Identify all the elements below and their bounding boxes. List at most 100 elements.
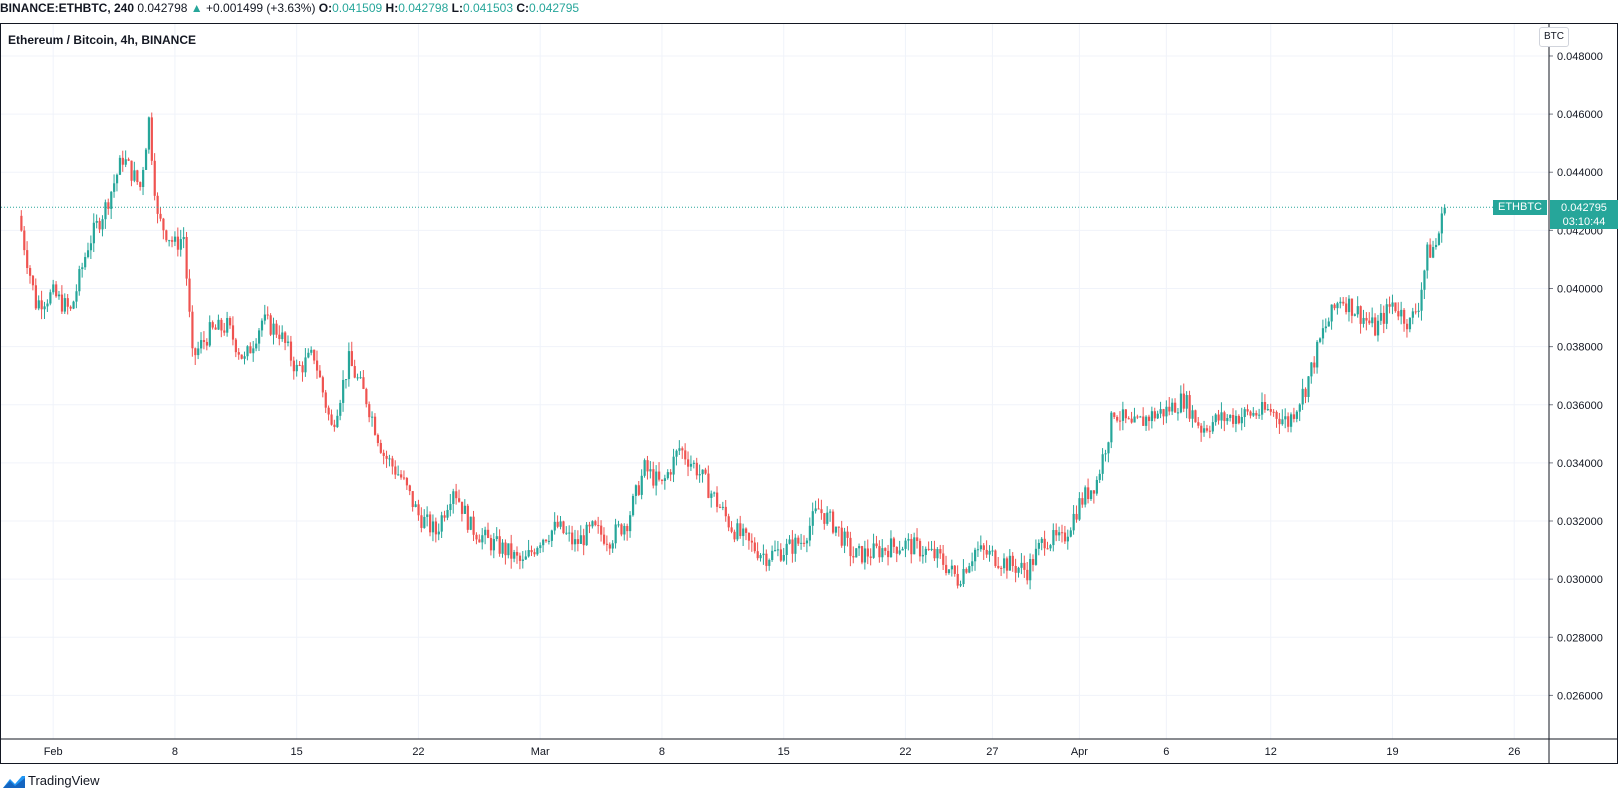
candle-down <box>1046 548 1049 550</box>
candle-up <box>1281 419 1284 425</box>
candle-up <box>889 538 893 558</box>
candle-up <box>110 191 113 209</box>
candle-up <box>1156 413 1159 419</box>
symbol-name[interactable]: BINANCE:ETHBTC <box>0 1 108 15</box>
candle-down <box>695 462 698 476</box>
candle-down <box>350 351 353 367</box>
candlestick-chart[interactable]: 0.026000 0.028000 0.030000 0.032000 0.034000… <box>0 23 1618 768</box>
candle-down <box>837 526 840 528</box>
candle-up <box>336 415 339 428</box>
candle-down <box>1313 362 1316 368</box>
candle-down <box>417 504 420 516</box>
candle-up <box>536 548 539 555</box>
candle-down <box>107 202 110 209</box>
candle-up <box>643 460 646 476</box>
candle-down <box>1405 323 1409 330</box>
candle-down <box>945 564 948 574</box>
candle-up <box>182 237 185 240</box>
candle-down <box>136 170 139 183</box>
candle-down <box>362 377 365 389</box>
candle-down <box>1026 569 1029 581</box>
candle-down <box>379 443 382 453</box>
candle-down <box>797 537 800 544</box>
candle-down <box>1147 416 1151 422</box>
x-tick-label: 26 <box>1508 746 1520 758</box>
candle-up <box>1443 207 1446 214</box>
candle-down <box>1263 402 1267 410</box>
x-tick-label: 12 <box>1265 746 1277 758</box>
candle-up <box>168 240 171 242</box>
candle-down <box>1118 420 1122 422</box>
candle-up <box>1356 306 1359 315</box>
candle-up <box>950 565 954 570</box>
candle-down <box>878 546 881 558</box>
currency-button[interactable]: BTC <box>1539 27 1569 47</box>
candle-up <box>95 220 98 223</box>
candle-down <box>162 218 165 231</box>
candle-up <box>901 548 904 551</box>
candle-up <box>1029 559 1032 581</box>
candle-down <box>455 491 458 499</box>
candle-down <box>756 551 759 559</box>
candle-down <box>69 306 72 309</box>
candle-down <box>817 508 820 510</box>
candle-down <box>220 319 223 331</box>
candle-up <box>974 549 977 562</box>
candle-up <box>197 348 200 356</box>
candle-down <box>385 455 388 459</box>
candle-up <box>930 548 933 550</box>
tradingview-logo-icon[interactable] <box>2 775 26 789</box>
candle-down <box>278 334 281 340</box>
candle-down <box>313 349 316 361</box>
candle-up <box>1362 317 1365 324</box>
candle-up <box>1420 289 1423 311</box>
candle-up <box>913 537 916 555</box>
candle-up <box>559 521 562 527</box>
candle-up <box>1066 536 1069 542</box>
candle-up <box>579 535 582 544</box>
candle-up <box>63 298 66 312</box>
candle-up <box>1411 311 1414 318</box>
candle-down <box>266 314 269 316</box>
candle-up <box>84 257 87 268</box>
candle-down <box>420 515 423 528</box>
candle-down <box>487 529 490 538</box>
candle-up <box>258 330 261 344</box>
candle-up <box>617 524 620 526</box>
candle-up <box>1391 302 1394 307</box>
candle-up <box>513 552 516 559</box>
x-tick-label: 22 <box>412 746 424 758</box>
candle-down <box>1345 303 1348 313</box>
candle-down <box>716 492 719 507</box>
y-tick-label: 0.044000 <box>1557 167 1603 179</box>
candle-down <box>324 392 327 408</box>
candle-down <box>1116 416 1119 421</box>
x-tick-label: 27 <box>986 746 998 758</box>
y-tick-label: 0.028000 <box>1557 632 1603 644</box>
candle-down <box>831 511 835 533</box>
candle-down <box>55 284 58 297</box>
candle-up <box>92 222 95 244</box>
candle-up <box>962 568 965 585</box>
candle-down <box>1365 317 1368 321</box>
candle-up <box>640 475 643 495</box>
candle-down <box>747 532 751 541</box>
candle-down <box>1063 532 1067 542</box>
chart-frame[interactable]: 0.026000 0.028000 0.030000 0.032000 0.034000… <box>0 23 1618 768</box>
candle-down <box>31 275 35 286</box>
candle-up <box>979 545 983 550</box>
candle-up <box>243 356 246 359</box>
candle-up <box>481 535 484 543</box>
candle-down <box>1162 409 1165 417</box>
candle-down <box>510 543 513 559</box>
candle-up <box>81 267 84 270</box>
candle-up <box>826 512 829 524</box>
candle-down <box>1414 311 1417 313</box>
candle-up <box>246 346 249 357</box>
candle-down <box>405 478 409 486</box>
interval-label[interactable]: 240 <box>114 1 135 15</box>
candle-up <box>1069 530 1072 537</box>
tradingview-brand[interactable]: TradingView <box>28 773 100 788</box>
candle-down <box>704 469 707 474</box>
candle-down <box>733 531 736 540</box>
